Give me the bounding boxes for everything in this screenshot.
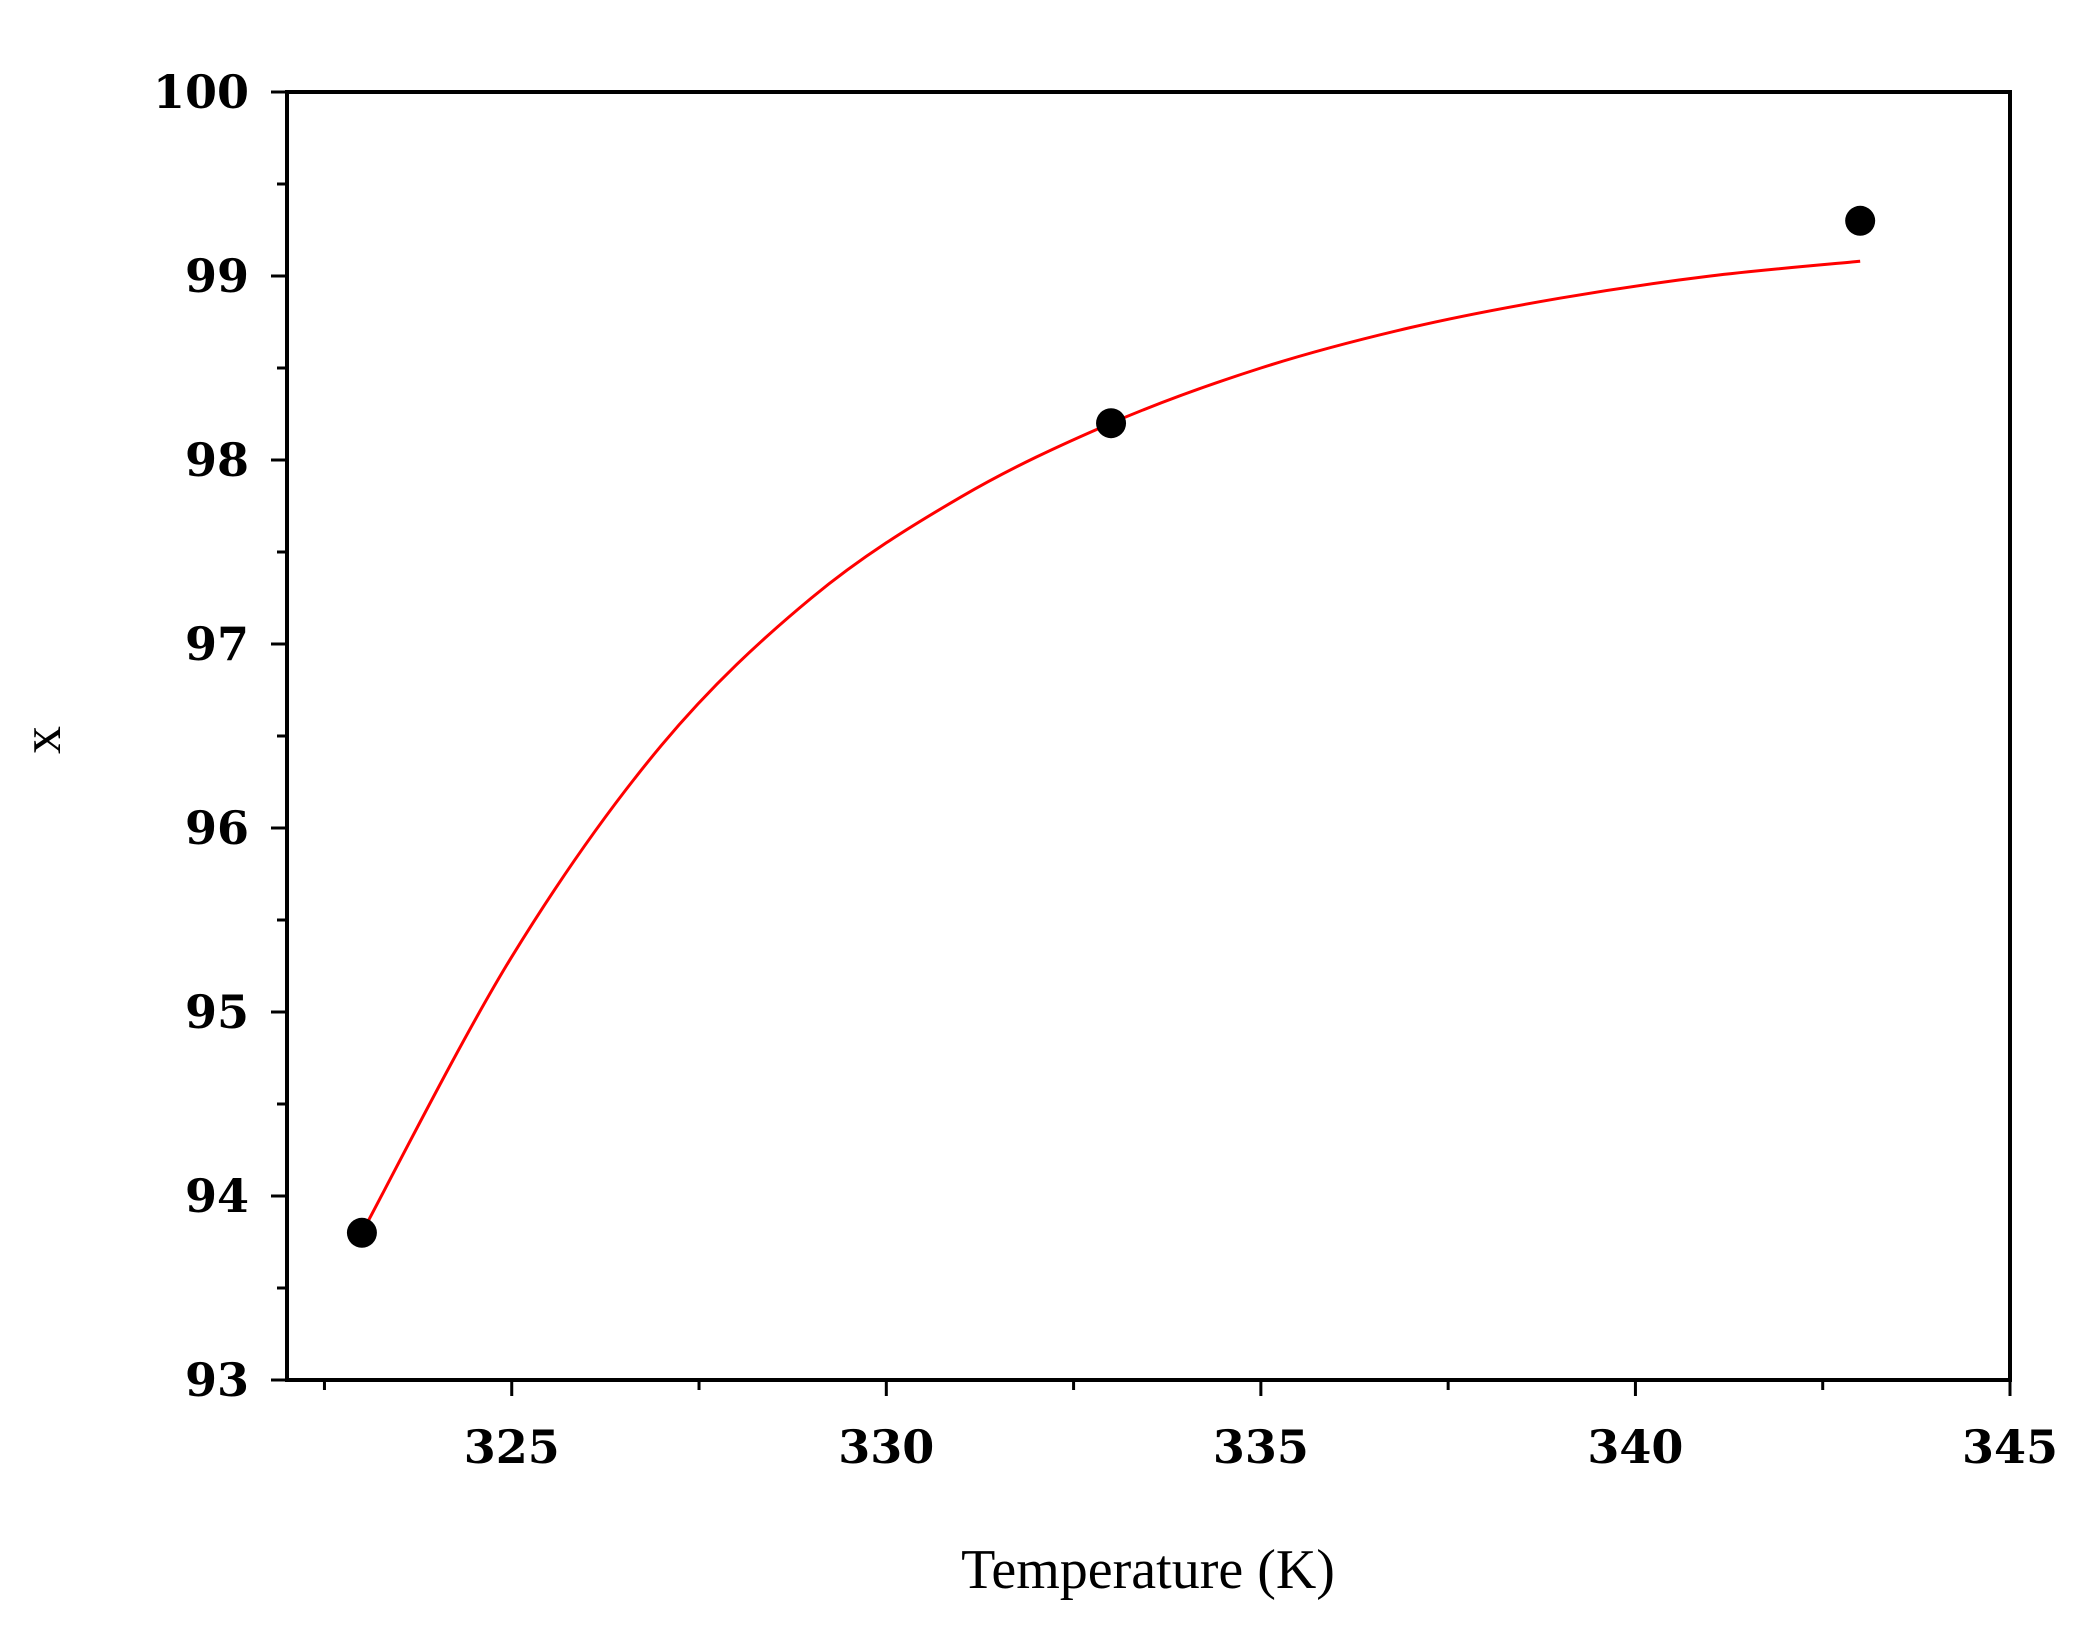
x-tick-label: 330: [838, 1420, 934, 1474]
y-tick-label: 95: [185, 985, 249, 1039]
x-tick-label: 345: [1962, 1420, 2058, 1474]
y-tick-label: 93: [185, 1353, 249, 1407]
y-axis-ticks: 93 94 95 96 97 98 99 100: [153, 65, 287, 1407]
data-points-layer: [346, 205, 1876, 1248]
fit-curve-layer: [360, 259, 1861, 1234]
y-tick-label: 100: [153, 65, 249, 119]
x-tick-label: 325: [464, 1420, 560, 1474]
x-axis-title: Temperature (K): [961, 1539, 1335, 1601]
x-tick-label: 335: [1213, 1420, 1309, 1474]
y-tick-label: 94: [185, 1169, 249, 1223]
y-tick-label: 96: [185, 801, 249, 855]
y-tick-label: 97: [185, 617, 249, 671]
y-axis-title: x: [11, 726, 73, 754]
plot-frame: [285, 90, 2012, 1382]
x-tick-label: 340: [1587, 1420, 1683, 1474]
x-axis-ticks: 325 330 335 340 345: [322, 1380, 2058, 1474]
data-point: [1845, 205, 1876, 236]
fit-curve: [360, 259, 1861, 1234]
y-tick-label: 99: [185, 249, 249, 303]
y-tick-label: 98: [185, 433, 249, 487]
data-point: [1096, 408, 1127, 439]
data-point: [346, 1217, 377, 1248]
